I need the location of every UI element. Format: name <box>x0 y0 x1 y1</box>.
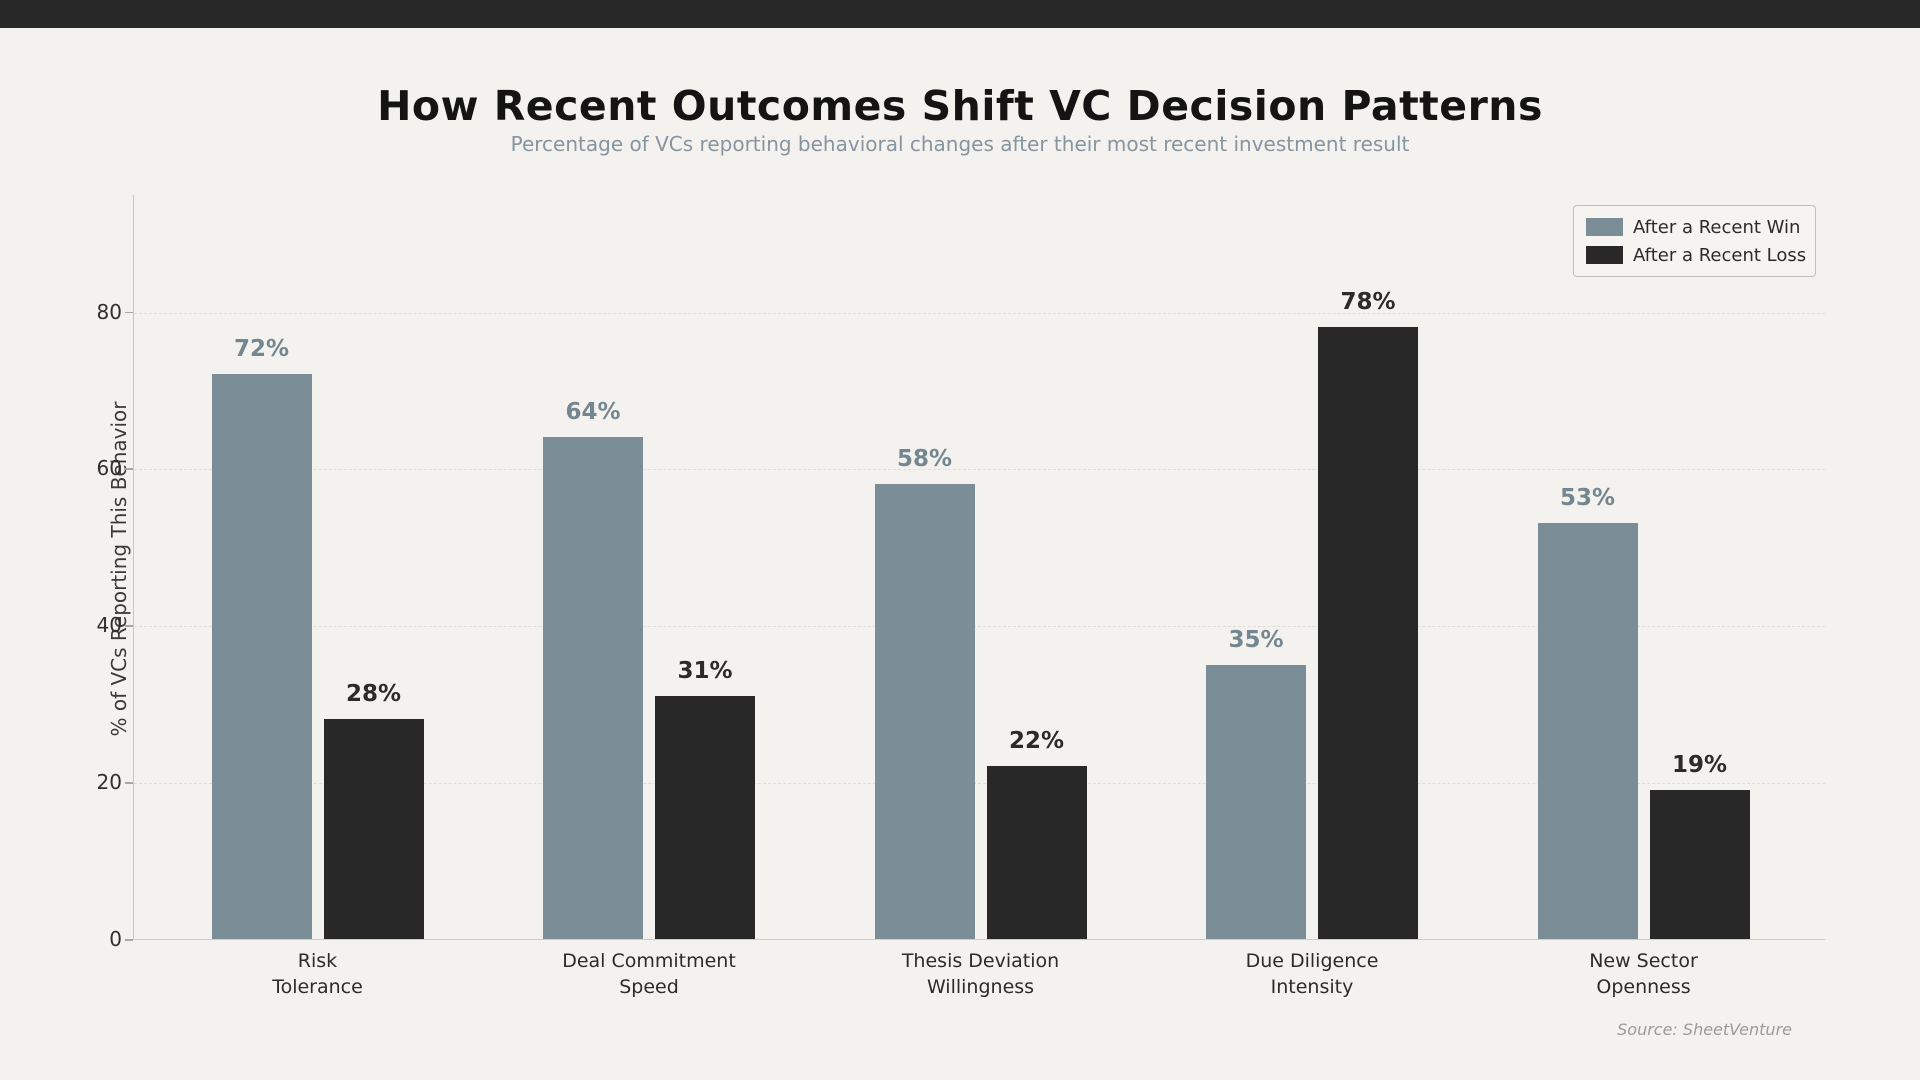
y-tick-label-20: 20 <box>96 770 122 795</box>
gridline-40 <box>134 626 1825 628</box>
window-top-bar <box>0 0 1920 28</box>
bar-loss-group1 <box>323 719 424 939</box>
bar-win-group4 <box>1206 664 1306 939</box>
value-label-loss-group2: 31% <box>677 657 733 684</box>
x-category-label-4: Due Diligence Intensity <box>1245 950 1379 998</box>
legend-swatch-1 <box>1586 218 1623 236</box>
bar-win-group2 <box>543 437 643 939</box>
y-tick-label-40: 40 <box>96 613 122 638</box>
value-label-win-group4: 35% <box>1228 626 1284 653</box>
bar-win-group3 <box>874 484 975 939</box>
legend-swatch-2 <box>1586 246 1623 264</box>
legend: After a Recent Win After a Recent Loss <box>1573 205 1816 277</box>
bar-win-group1 <box>211 374 312 939</box>
y-tick-mark-20 <box>125 782 133 784</box>
gridline-20 <box>134 783 1825 785</box>
legend-label-1: After a Recent Win <box>1633 216 1801 238</box>
bar-loss-group2 <box>655 695 755 939</box>
legend-item-1: After a Recent Win <box>1586 217 1803 238</box>
value-label-win-group2: 64% <box>565 399 621 426</box>
legend-item-2: After a Recent Loss <box>1586 244 1807 266</box>
bar-loss-group5 <box>1649 790 1750 939</box>
source-caption: Source: SheetVenture <box>1617 1020 1792 1039</box>
chart-subtitle: Percentage of VCs reporting behavioral c… <box>510 132 1410 156</box>
bar-win-group5 <box>1537 523 1638 939</box>
gridline-80 <box>134 312 1825 314</box>
bar-loss-group4 <box>1318 327 1418 939</box>
y-axis-label: % of VCs Reporting This Behavior <box>107 401 131 737</box>
plot-area: 0 20 40 60 80 72% 28% Risk Tolerance 64% 31% Deal … <box>97 195 1825 998</box>
y-tick-mark-60 <box>125 468 133 470</box>
value-label-loss-group5: 19% <box>1671 752 1728 778</box>
y-tick-mark-0 <box>125 939 133 941</box>
y-tick-label-0: 0 <box>109 927 122 951</box>
bar-loss-group3 <box>986 766 1087 939</box>
y-tick-mark-80 <box>125 311 133 314</box>
value-label-loss-group4: 78% <box>1340 289 1396 316</box>
y-tick-label-80: 80 <box>96 299 122 324</box>
chart-title: How Recent Outcomes Shift VC Decision Pa… <box>377 82 1543 130</box>
value-label-win-group5: 53% <box>1559 485 1616 512</box>
x-category-label-5: New Sector Openness <box>1589 950 1698 998</box>
value-label-win-group3: 58% <box>896 446 953 473</box>
gridline-60 <box>134 469 1825 471</box>
legend-label-2: After a Recent Loss <box>1633 244 1807 266</box>
y-tick-mark-40 <box>125 625 133 627</box>
value-label-loss-group1: 28% <box>345 681 402 708</box>
x-category-label-3: Thesis Deviation Willingness <box>901 950 1060 998</box>
y-tick-label-60: 60 <box>96 456 122 481</box>
x-category-label-2: Deal Commitment Speed <box>562 950 736 998</box>
value-label-loss-group3: 22% <box>1008 728 1065 755</box>
value-label-win-group1: 72% <box>233 336 290 363</box>
x-category-label-1: Risk Tolerance <box>272 950 363 998</box>
